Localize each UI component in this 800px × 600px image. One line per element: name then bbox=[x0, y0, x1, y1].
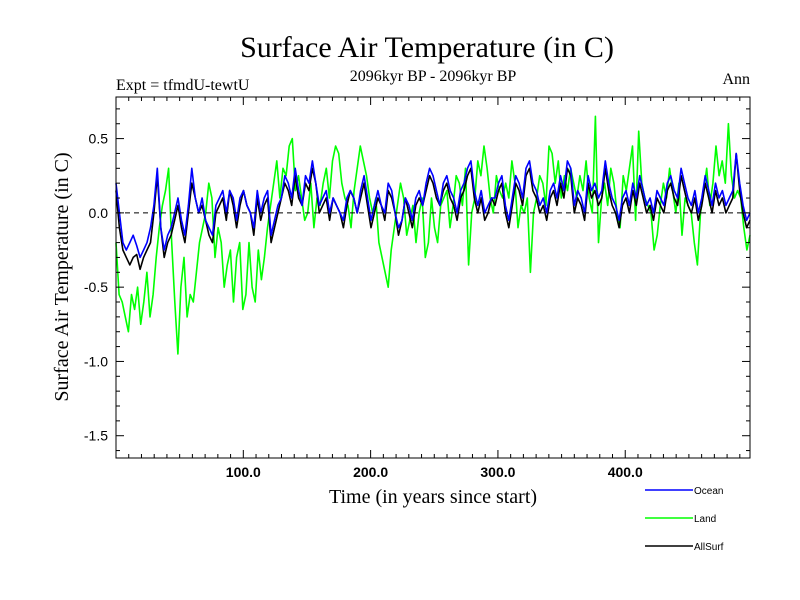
x-axis-label: Time (in years since start) bbox=[329, 486, 537, 508]
series-line-ocean bbox=[115, 152, 751, 259]
experiment-label: Expt = tfmdU-tewtU bbox=[116, 77, 250, 94]
legend-label-allsurf: AllSurf bbox=[694, 542, 724, 553]
y-tick-label: -1.5 bbox=[84, 428, 108, 444]
y-tick-label: -1.0 bbox=[84, 353, 108, 369]
plot-area bbox=[115, 115, 751, 355]
x-tick-label: 300.0 bbox=[480, 464, 515, 480]
legend: Ocean Land AllSurf bbox=[645, 486, 724, 553]
season-label: Ann bbox=[722, 71, 750, 88]
y-axis-label: Surface Air Temperature (in C) bbox=[51, 152, 73, 401]
x-tick-label: 100.0 bbox=[226, 464, 261, 480]
y-axis: 0.5 0.0 -0.5 -1.0 -1.5 bbox=[84, 108, 750, 452]
plot-frame bbox=[115, 96, 751, 459]
series-line-allsurf bbox=[115, 152, 751, 271]
chart-title: Surface Air Temperature (in C) bbox=[240, 31, 614, 64]
legend-label-ocean: Ocean bbox=[694, 486, 723, 497]
y-tick-label: 0.0 bbox=[89, 205, 109, 221]
y-tick-label: 0.5 bbox=[89, 131, 109, 147]
legend-label-land: Land bbox=[694, 514, 716, 525]
chart-subtitle: 2096kyr BP - 2096kyr BP bbox=[350, 68, 517, 85]
x-axis: 100.0 200.0 300.0 400.0 bbox=[128, 97, 741, 480]
x-tick-label: 400.0 bbox=[608, 464, 643, 480]
series-line-land bbox=[115, 115, 751, 355]
y-tick-label: -0.5 bbox=[84, 279, 108, 295]
x-tick-label: 200.0 bbox=[353, 464, 388, 480]
